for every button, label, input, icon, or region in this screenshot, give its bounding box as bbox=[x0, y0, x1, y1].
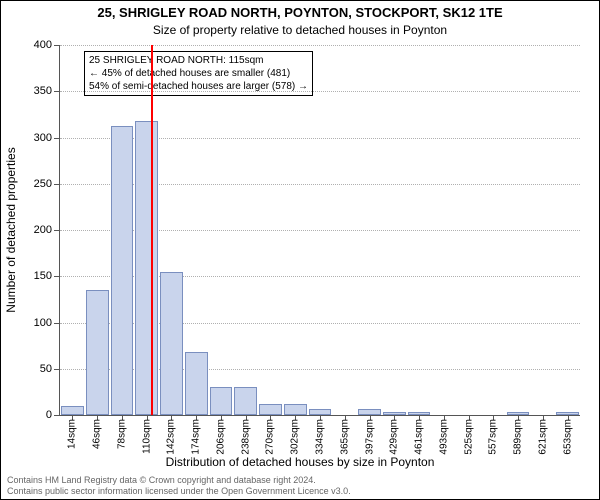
x-tick-label: 78sqm bbox=[116, 419, 127, 449]
chart-container: 25, SHRIGLEY ROAD NORTH, POYNTON, STOCKP… bbox=[0, 0, 600, 500]
y-tick-label: 50 bbox=[40, 363, 52, 375]
x-tick-label: 589sqm bbox=[513, 419, 524, 455]
x-tick-label: 270sqm bbox=[265, 419, 276, 455]
y-tick-label: 350 bbox=[34, 85, 52, 97]
x-tick-label: 525sqm bbox=[463, 419, 474, 455]
chart-title-main: 25, SHRIGLEY ROAD NORTH, POYNTON, STOCKP… bbox=[1, 5, 599, 20]
y-tick bbox=[54, 415, 60, 416]
y-tick bbox=[54, 369, 60, 370]
x-tick-label: 14sqm bbox=[67, 419, 78, 449]
x-tick-label: 238sqm bbox=[240, 419, 251, 455]
y-tick-label: 100 bbox=[34, 317, 52, 329]
y-tick-label: 250 bbox=[34, 178, 52, 190]
y-tick bbox=[54, 276, 60, 277]
histogram-bar bbox=[160, 272, 183, 415]
histogram-bar bbox=[111, 126, 134, 415]
x-tick-label: 206sqm bbox=[215, 419, 226, 455]
x-tick-label: 653sqm bbox=[562, 419, 573, 455]
histogram-bar bbox=[185, 352, 208, 415]
histogram-bar bbox=[86, 290, 109, 415]
y-tick-label: 150 bbox=[34, 270, 52, 282]
y-tick-label: 200 bbox=[34, 224, 52, 236]
y-tick bbox=[54, 230, 60, 231]
y-tick-label: 0 bbox=[46, 409, 52, 421]
x-tick-label: 621sqm bbox=[537, 419, 548, 455]
x-tick-label: 174sqm bbox=[191, 419, 202, 455]
plot-area: 25 SHRIGLEY ROAD NORTH: 115sqm← 45% of d… bbox=[59, 45, 580, 416]
y-tick bbox=[54, 323, 60, 324]
gridline bbox=[60, 45, 580, 46]
x-tick-label: 110sqm bbox=[141, 419, 152, 454]
x-tick-label: 493sqm bbox=[438, 419, 449, 455]
x-tick-label: 397sqm bbox=[364, 419, 375, 455]
annotation-box: 25 SHRIGLEY ROAD NORTH: 115sqm← 45% of d… bbox=[84, 51, 313, 96]
histogram-bar bbox=[210, 387, 233, 415]
x-tick-label: 365sqm bbox=[339, 419, 350, 455]
x-tick-label: 142sqm bbox=[166, 419, 177, 455]
y-tick bbox=[54, 138, 60, 139]
annotation-line: ← 45% of detached houses are smaller (48… bbox=[89, 67, 308, 80]
histogram-bar bbox=[234, 387, 257, 415]
histogram-bar bbox=[135, 121, 158, 415]
histogram-bar bbox=[61, 406, 84, 415]
histogram-bar bbox=[259, 404, 282, 415]
x-tick-label: 46sqm bbox=[92, 419, 103, 449]
y-tick-label: 300 bbox=[34, 132, 52, 144]
footer-line-1: Contains HM Land Registry data © Crown c… bbox=[7, 475, 593, 486]
y-tick bbox=[54, 184, 60, 185]
footer-line-2: Contains public sector information licen… bbox=[7, 486, 593, 497]
property-marker-line bbox=[151, 45, 153, 415]
gridline bbox=[60, 91, 580, 92]
y-tick bbox=[54, 91, 60, 92]
y-tick bbox=[54, 45, 60, 46]
chart-title-sub: Size of property relative to detached ho… bbox=[1, 23, 599, 37]
x-tick-label: 557sqm bbox=[488, 419, 499, 455]
y-axis-title: Number of detached properties bbox=[4, 147, 18, 312]
x-tick-label: 302sqm bbox=[290, 419, 301, 455]
x-tick-label: 429sqm bbox=[389, 419, 400, 455]
y-tick-label: 400 bbox=[34, 39, 52, 51]
footer-attribution: Contains HM Land Registry data © Crown c… bbox=[7, 475, 593, 497]
histogram-bar bbox=[284, 404, 307, 415]
x-tick-label: 461sqm bbox=[414, 419, 425, 455]
x-tick-label: 334sqm bbox=[315, 419, 326, 455]
annotation-line: 25 SHRIGLEY ROAD NORTH: 115sqm bbox=[89, 54, 308, 67]
x-axis-title: Distribution of detached houses by size … bbox=[1, 455, 599, 469]
